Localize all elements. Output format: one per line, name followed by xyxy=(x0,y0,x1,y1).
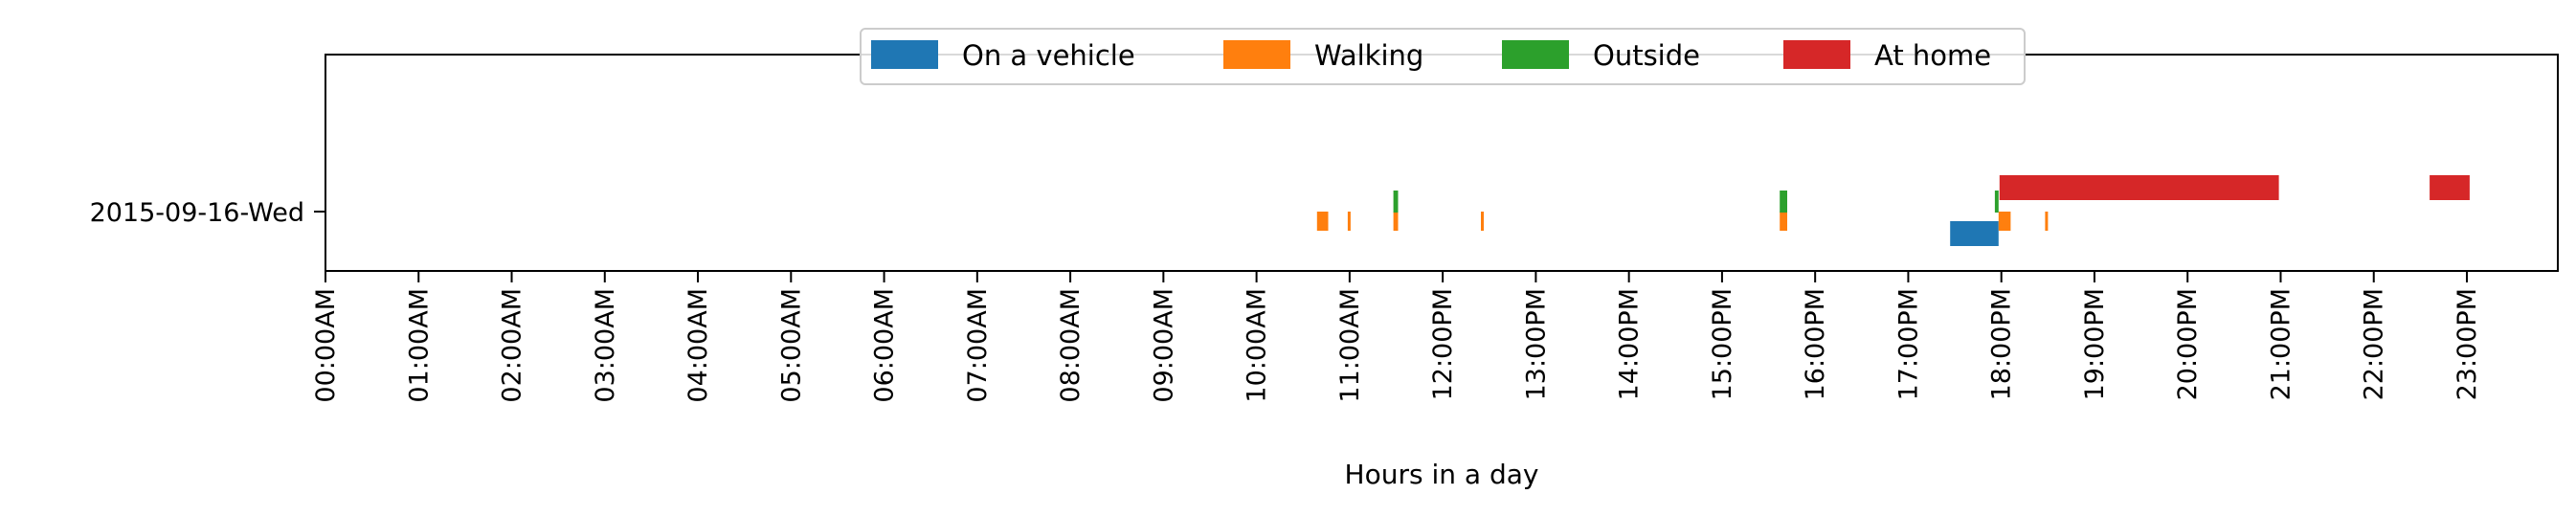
x-tick-label-0: 00:00AM xyxy=(311,288,341,403)
x-tick-label-4: 04:00AM xyxy=(683,288,713,403)
bar-outside-2 xyxy=(1994,191,1999,213)
legend-swatch-1 xyxy=(1223,40,1290,69)
legend-frame xyxy=(860,28,2026,85)
legend-swatch-2 xyxy=(1502,40,1569,69)
bar-walking-2 xyxy=(1393,212,1399,231)
y-axis: 2015-09-16-Wed xyxy=(90,198,325,228)
legend: On a vehicle Walking Outside At home xyxy=(860,28,2026,85)
bar-at-home-1 xyxy=(2430,175,2470,200)
x-tick-label-6: 06:00AM xyxy=(870,288,900,403)
bar-outside-1 xyxy=(1780,191,1787,213)
legend-swatch-0 xyxy=(871,40,938,69)
legend-label-3: At home xyxy=(1874,39,1991,72)
x-tick-label-19: 19:00PM xyxy=(2080,288,2110,400)
x-tick-label-18: 18:00PM xyxy=(1987,288,2017,400)
x-tick-label-11: 11:00AM xyxy=(1335,288,1365,403)
x-tick-label-16: 16:00PM xyxy=(1801,288,1830,400)
x-tick-label-22: 22:00PM xyxy=(2360,288,2389,400)
bar-walking-4 xyxy=(1780,212,1787,231)
x-tick-label-5: 05:00AM xyxy=(776,288,806,403)
plot-area xyxy=(325,54,2559,272)
x-tick-label-12: 12:00PM xyxy=(1428,288,1458,400)
x-tick-label-14: 14:00PM xyxy=(1615,288,1645,400)
x-tick-label-10: 10:00AM xyxy=(1243,288,1272,403)
x-axis-label: Hours in a day xyxy=(1345,459,1539,490)
bar-outside-0 xyxy=(1393,191,1399,213)
bar-walking-3 xyxy=(1481,212,1484,231)
x-tick-label-8: 08:00AM xyxy=(1056,288,1086,403)
x-tick-label-1: 01:00AM xyxy=(404,288,434,403)
bar-walking-6 xyxy=(2045,212,2049,231)
x-tick-label-20: 20:00PM xyxy=(2173,288,2203,400)
legend-label-2: Outside xyxy=(1593,39,1700,72)
legend-swatch-3 xyxy=(1783,40,1850,69)
plot-frame xyxy=(325,54,2559,272)
x-tick-label-21: 21:00PM xyxy=(2266,288,2296,400)
bar-on-a-vehicle-0 xyxy=(1950,221,1999,246)
x-axis: 00:00AM 01:00AM 02:00AM 03:00AM 04:00AM 05:00… xyxy=(311,271,2482,403)
x-tick-label-9: 09:00AM xyxy=(1149,288,1178,403)
x-tick-label-23: 23:00PM xyxy=(2453,288,2482,400)
x-tick-label-7: 07:00AM xyxy=(963,288,993,403)
x-tick-label-13: 13:00PM xyxy=(1521,288,1551,400)
x-tick-label-2: 02:00AM xyxy=(498,288,527,403)
legend-label-0: On a vehicle xyxy=(962,39,1135,72)
activity-bars xyxy=(1316,175,2470,246)
x-tick-label-3: 03:00AM xyxy=(591,288,620,403)
y-tick-label-0: 2015-09-16-Wed xyxy=(90,198,304,228)
legend-label-1: Walking xyxy=(1314,39,1423,72)
bar-walking-5 xyxy=(1998,212,2011,231)
bar-walking-0 xyxy=(1316,212,1329,231)
bar-at-home-0 xyxy=(1999,175,2279,200)
x-tick-label-17: 17:00PM xyxy=(1893,288,1923,400)
x-tick-label-15: 15:00PM xyxy=(1708,288,1737,400)
bar-walking-1 xyxy=(1347,212,1351,231)
